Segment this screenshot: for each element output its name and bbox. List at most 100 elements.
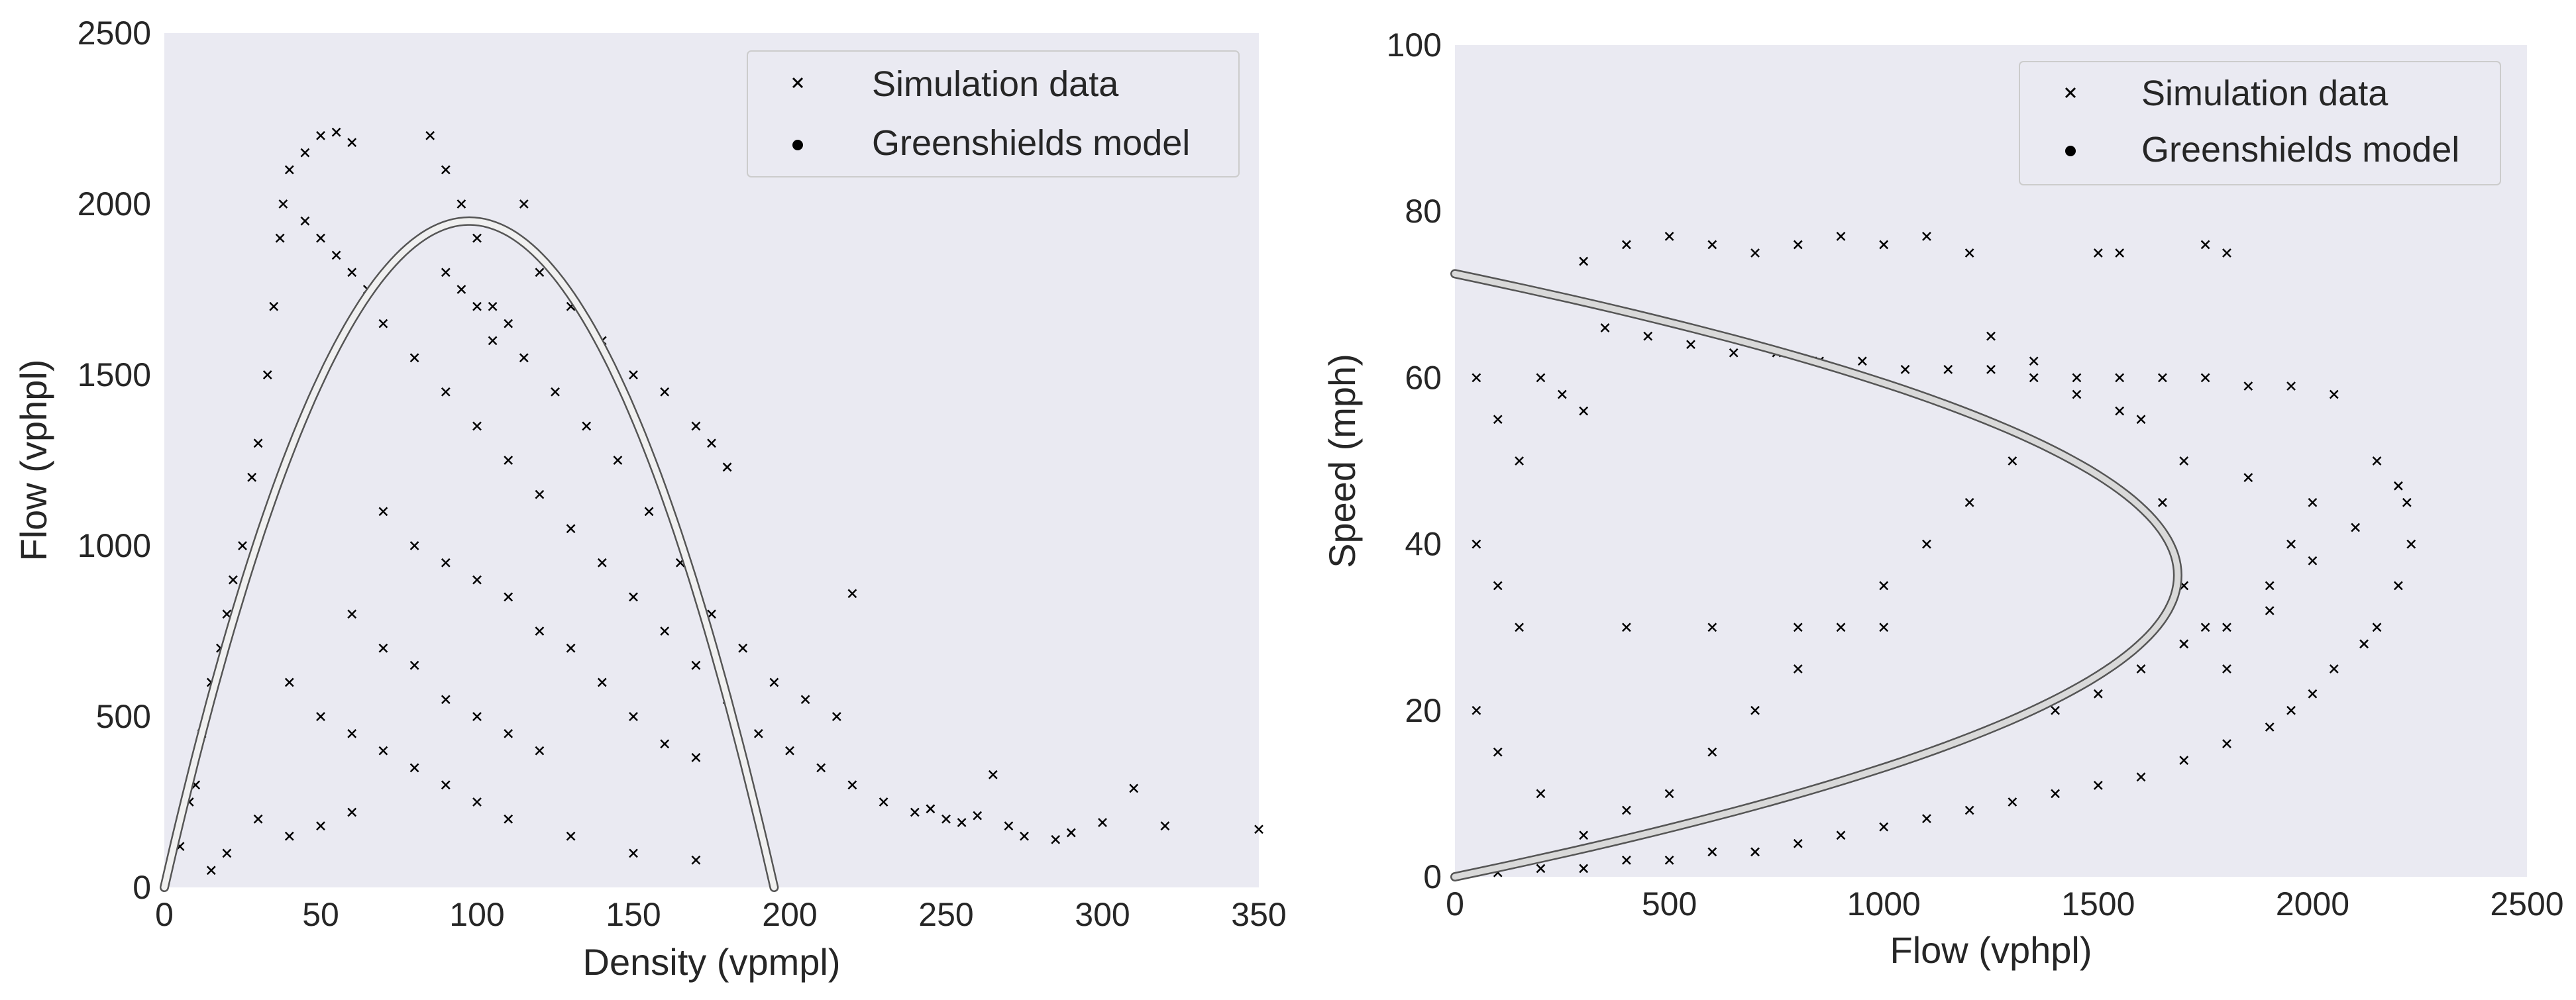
data-point xyxy=(316,821,325,831)
data-point xyxy=(879,797,888,807)
data-point xyxy=(707,438,716,448)
data-point xyxy=(1621,855,1631,865)
data-point xyxy=(2359,639,2369,649)
data-point xyxy=(753,728,763,738)
data-point xyxy=(253,814,263,824)
data-point xyxy=(644,507,654,517)
data-point xyxy=(691,753,701,762)
data-point xyxy=(1836,231,1846,241)
data-point xyxy=(228,575,238,585)
data-point xyxy=(409,353,419,363)
data-point xyxy=(1643,331,1653,341)
data-point xyxy=(1922,539,1931,549)
y-tick-label: 0 xyxy=(133,869,151,906)
greenshields-model-curve xyxy=(1450,269,2182,881)
data-point xyxy=(2136,415,2146,425)
x-tick-label: 0 xyxy=(1446,885,1464,923)
x-tick-label: 2000 xyxy=(2276,885,2349,923)
data-point xyxy=(1129,783,1139,793)
data-point xyxy=(2308,497,2318,507)
data-point xyxy=(535,626,545,636)
data-point xyxy=(1707,240,1717,250)
data-point xyxy=(2286,539,2296,549)
y-tick-label: 40 xyxy=(1405,526,1442,563)
simulation-data-points xyxy=(1472,231,2416,877)
data-point xyxy=(2008,797,2017,807)
data-point xyxy=(2179,756,2189,766)
x-tick-label: 1000 xyxy=(1847,885,1921,923)
data-point xyxy=(722,462,732,472)
data-point xyxy=(2222,623,2231,632)
data-point xyxy=(2406,539,2416,549)
data-point xyxy=(409,660,419,670)
data-point xyxy=(316,233,325,243)
data-point xyxy=(222,848,232,858)
legend-entry-greenshields: Greenshields model xyxy=(872,123,1190,163)
data-point xyxy=(488,301,498,311)
data-point xyxy=(629,370,638,379)
data-point xyxy=(331,250,341,260)
data-point xyxy=(1066,828,1076,838)
data-point xyxy=(691,855,701,865)
legend-marker-x xyxy=(2065,87,2076,99)
data-point xyxy=(275,233,285,243)
data-point xyxy=(1857,356,1867,366)
data-point xyxy=(1254,825,1263,834)
data-point xyxy=(2393,581,2403,591)
data-point xyxy=(378,746,388,756)
data-point xyxy=(2351,523,2361,532)
data-point xyxy=(1986,331,1996,341)
data-point xyxy=(378,319,388,328)
data-point xyxy=(941,814,951,824)
data-point xyxy=(2286,705,2296,715)
x-tick-label: 300 xyxy=(1075,896,1130,933)
data-point xyxy=(247,472,257,482)
data-point xyxy=(629,848,638,858)
legend-box xyxy=(747,50,1240,177)
y-axis-ticks: 0 500 1000 1500 2000 2500 xyxy=(78,15,151,906)
data-point xyxy=(1750,705,1760,715)
data-point xyxy=(535,746,545,756)
data-point xyxy=(1686,340,1695,350)
model-curve xyxy=(1452,270,2181,880)
data-point xyxy=(1922,814,1931,823)
data-point xyxy=(378,643,388,653)
data-point xyxy=(660,387,670,397)
data-point xyxy=(519,199,529,209)
data-point xyxy=(582,421,592,431)
data-point xyxy=(331,127,341,137)
data-point xyxy=(300,216,310,226)
data-point xyxy=(1879,822,1889,832)
data-point xyxy=(2222,664,2231,674)
data-point xyxy=(409,541,419,550)
x-axis-ticks: 0 50 100 150 200 250 300 350 xyxy=(155,896,1287,933)
data-point xyxy=(1098,818,1107,827)
legend-box xyxy=(2019,61,2501,185)
data-point xyxy=(441,558,451,568)
data-point xyxy=(769,677,779,687)
data-point xyxy=(1004,821,1014,831)
y-axis-label: Flow (vphpl) xyxy=(13,360,54,562)
data-point xyxy=(535,489,545,499)
data-point xyxy=(2308,689,2318,699)
flow-density-chart: 0 50 100 150 200 250 300 350 0 500 1000 1500 2000 25… xyxy=(13,15,1287,983)
data-point xyxy=(2029,373,2039,383)
data-point xyxy=(2372,456,2382,466)
data-point xyxy=(1536,373,1546,383)
data-point xyxy=(2372,623,2382,632)
data-point xyxy=(1943,364,1953,374)
data-point xyxy=(2029,356,2039,366)
data-point xyxy=(2286,381,2296,391)
y-tick-label: 80 xyxy=(1405,193,1442,230)
model-curve xyxy=(161,218,777,891)
y-tick-label: 2000 xyxy=(78,185,151,223)
data-point xyxy=(262,370,272,379)
data-point xyxy=(2243,381,2253,391)
data-point xyxy=(566,643,576,653)
data-point xyxy=(1515,623,1524,632)
data-point xyxy=(2136,664,2146,674)
y-tick-label: 1000 xyxy=(78,527,151,564)
data-point xyxy=(973,811,983,821)
data-point xyxy=(1664,855,1674,865)
data-point xyxy=(472,233,482,243)
